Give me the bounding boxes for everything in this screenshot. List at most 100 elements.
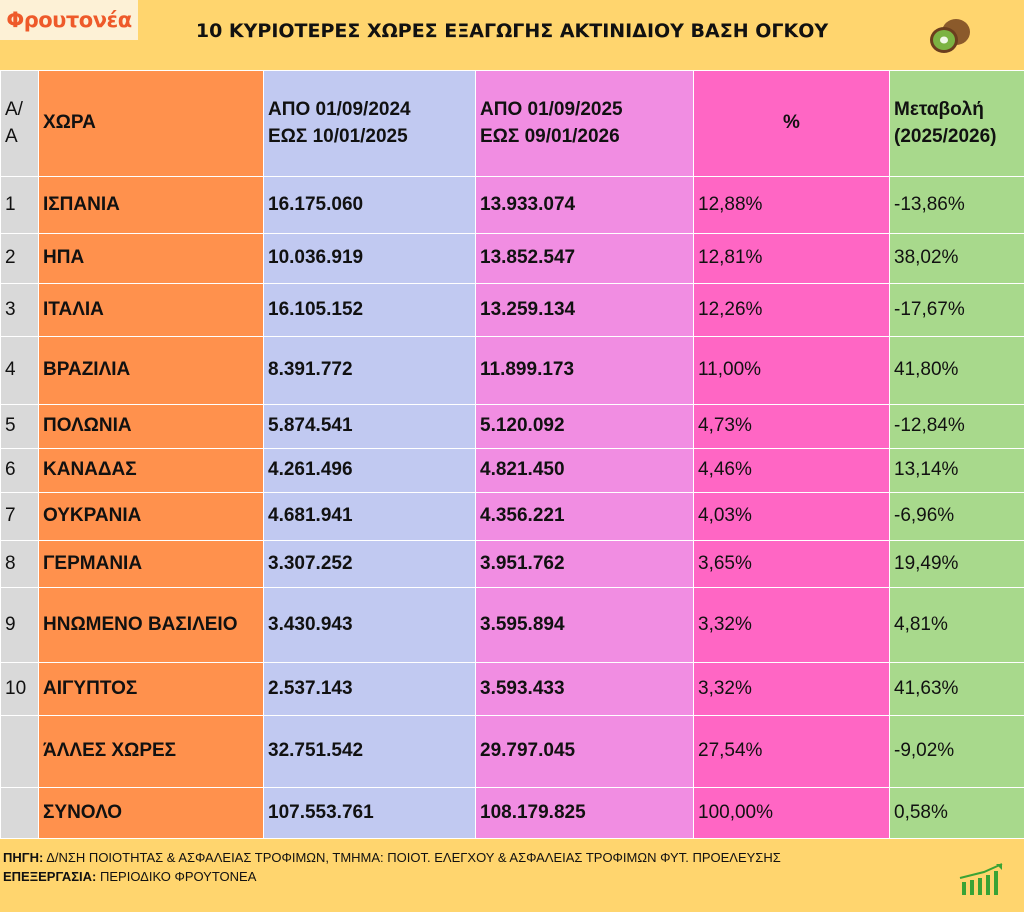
row-volume-2024-25: 8.391.772 (263, 336, 476, 405)
row-volume-2025-26: 3.951.762 (475, 540, 694, 588)
row-volume-2025-26: 4.821.450 (475, 448, 694, 493)
row-change: 19,49% (889, 540, 1024, 588)
header-percent: % (693, 70, 890, 177)
table-row: 8 ΓΕΡΜΑΝΙΑ 3.307.252 3.951.762 3,65% 19,49% (0, 540, 1024, 588)
row-change: -12,84% (889, 404, 1024, 449)
processing-line: ΕΠΕΞΕΡΓΑΣΙΑ: ΠΕΡΙΟΔΙΚΟ ΦΡΟΥΤΟΝΕΑ (3, 867, 781, 886)
header-aa: Α/Α (0, 70, 39, 177)
row-index: 9 (0, 587, 39, 663)
row-share: 27,54% (693, 715, 890, 788)
row-index: 3 (0, 283, 39, 337)
row-country: ΗΠΑ (38, 233, 264, 284)
row-change: -17,67% (889, 283, 1024, 337)
row-country: ΙΣΠΑΝΙΑ (38, 176, 264, 234)
row-index: 2 (0, 233, 39, 284)
table-row: 7 ΟΥΚΡΑΝΙΑ 4.681.941 4.356.221 4,03% -6,96% (0, 492, 1024, 541)
table-header-row: Α/Α ΧΩΡΑ ΑΠΟ 01/09/2024 ΕΩΣ 10/01/2025 ΑΠ… (0, 70, 1024, 177)
row-change: 13,14% (889, 448, 1024, 493)
row-volume-2024-25: 2.537.143 (263, 662, 476, 716)
row-volume-2025-26: 3.595.894 (475, 587, 694, 663)
table-row: 3 ΙΤΑΛΙΑ 16.105.152 13.259.134 12,26% -17,67% (0, 283, 1024, 337)
row-volume-2024-25: 107.553.761 (263, 787, 476, 839)
row-index: 7 (0, 492, 39, 541)
footer: ΠΗΓΗ: Δ/ΝΣΗ ΠΟΙΟΤΗΤΑΣ & ΑΣΦΑΛΕΙΑΣ ΤΡΟΦΙΜ… (3, 848, 781, 886)
row-volume-2025-26: 13.933.074 (475, 176, 694, 234)
header-change-years: (2025/2026) (894, 125, 997, 147)
row-share: 3,32% (693, 662, 890, 716)
table-row: 4 ΒΡΑΖΙΛΙΑ 8.391.772 11.899.173 11,00% 41,80% (0, 336, 1024, 405)
source-text: Δ/ΝΣΗ ΠΟΙΟΤΗΤΑΣ & ΑΣΦΑΛΕΙΑΣ ΤΡΟΦΙΜΩΝ, ΤΜ… (43, 850, 781, 865)
row-change: 4,81% (889, 587, 1024, 663)
row-country: ΟΥΚΡΑΝΙΑ (38, 492, 264, 541)
header-change-label: Μεταβολή (894, 98, 984, 120)
row-change: 0,58% (889, 787, 1024, 839)
logo: Φρουτονέα (0, 0, 138, 40)
row-volume-2025-26: 13.259.134 (475, 283, 694, 337)
source-label: ΠΗΓΗ: (3, 850, 44, 865)
row-volume-2024-25: 10.036.919 (263, 233, 476, 284)
row-index (0, 787, 39, 839)
logo-brand: Φρουτονέα (6, 8, 132, 32)
processing-label: ΕΠΕΞΕΡΓΑΣΙΑ: (3, 869, 97, 884)
header-period-1: ΑΠΟ 01/09/2024 ΕΩΣ 10/01/2025 (263, 70, 476, 177)
row-share: 3,32% (693, 587, 890, 663)
table-row: ΆΛΛΕΣ ΧΩΡΕΣ 32.751.542 29.797.045 27,54% -9,… (0, 715, 1024, 788)
row-volume-2025-26: 5.120.092 (475, 404, 694, 449)
row-index: 8 (0, 540, 39, 588)
row-volume-2025-26: 108.179.825 (475, 787, 694, 839)
row-share: 12,26% (693, 283, 890, 337)
row-index (0, 715, 39, 788)
kiwi-icon (930, 19, 970, 53)
header-period-2: ΑΠΟ 01/09/2025 ΕΩΣ 09/01/2026 (475, 70, 694, 177)
row-volume-2024-25: 4.261.496 (263, 448, 476, 493)
row-share: 4,46% (693, 448, 890, 493)
header-period-2-from: ΑΠΟ 01/09/2025 (480, 98, 623, 120)
row-volume-2024-25: 32.751.542 (263, 715, 476, 788)
row-country: ΓΕΡΜΑΝΙΑ (38, 540, 264, 588)
row-share: 11,00% (693, 336, 890, 405)
row-index: 4 (0, 336, 39, 405)
table-row: 9 ΗΝΩΜΕΝΟ ΒΑΣΙΛΕΙΟ 3.430.943 3.595.894 3,32%… (0, 587, 1024, 663)
row-change: 41,80% (889, 336, 1024, 405)
header-period-2-to: ΕΩΣ 09/01/2026 (480, 125, 620, 147)
row-share: 100,00% (693, 787, 890, 839)
table-row: ΣΥΝΟΛΟ 107.553.761 108.179.825 100,00% 0,58% (0, 787, 1024, 839)
row-change: 38,02% (889, 233, 1024, 284)
page-title: 10 ΚΥΡΙΟΤΕΡΕΣ ΧΩΡΕΣ ΕΞΑΓΩΓΗΣ ΑΚΤΙΝΙΔΙΟΥ … (195, 20, 829, 42)
row-volume-2025-26: 4.356.221 (475, 492, 694, 541)
row-change: -6,96% (889, 492, 1024, 541)
row-share: 12,88% (693, 176, 890, 234)
row-country: ΒΡΑΖΙΛΙΑ (38, 336, 264, 405)
row-change: 41,63% (889, 662, 1024, 716)
header-country: ΧΩΡΑ (38, 70, 264, 177)
header-period-1-from: ΑΠΟ 01/09/2024 (268, 98, 411, 120)
processing-text: ΠΕΡΙΟΔΙΚΟ ΦΡΟΥΤΟΝΕΑ (96, 869, 257, 884)
row-index: 10 (0, 662, 39, 716)
row-country: ΗΝΩΜΕΝΟ ΒΑΣΙΛΕΙΟ (38, 587, 264, 663)
table-row: 6 ΚΑΝΑΔΑΣ 4.261.496 4.821.450 4,46% 13,14% (0, 448, 1024, 493)
table-row: 1 ΙΣΠΑΝΙΑ 16.175.060 13.933.074 12,88% -13,86… (0, 176, 1024, 234)
row-volume-2024-25: 3.430.943 (263, 587, 476, 663)
row-share: 12,81% (693, 233, 890, 284)
row-country: ΠΟΛΩΝΙΑ (38, 404, 264, 449)
row-change: -13,86% (889, 176, 1024, 234)
row-volume-2025-26: 13.852.547 (475, 233, 694, 284)
row-share: 4,03% (693, 492, 890, 541)
row-change: -9,02% (889, 715, 1024, 788)
row-country: ΚΑΝΑΔΑΣ (38, 448, 264, 493)
row-volume-2025-26: 3.593.433 (475, 662, 694, 716)
row-country: ΆΛΛΕΣ ΧΩΡΕΣ (38, 715, 264, 788)
source-line: ΠΗΓΗ: Δ/ΝΣΗ ΠΟΙΟΤΗΤΑΣ & ΑΣΦΑΛΕΙΑΣ ΤΡΟΦΙΜ… (3, 848, 781, 867)
row-country: ΣΥΝΟΛΟ (38, 787, 264, 839)
row-volume-2024-25: 3.307.252 (263, 540, 476, 588)
growth-chart-icon (959, 863, 1003, 895)
row-volume-2024-25: 16.105.152 (263, 283, 476, 337)
table-row: 10 ΑΙΓΥΠΤΟΣ 2.537.143 3.593.433 3,32% 41,63% (0, 662, 1024, 716)
row-volume-2025-26: 11.899.173 (475, 336, 694, 405)
row-volume-2024-25: 16.175.060 (263, 176, 476, 234)
row-share: 4,73% (693, 404, 890, 449)
header-period-1-to: ΕΩΣ 10/01/2025 (268, 125, 408, 147)
table-row: 5 ΠΟΛΩΝΙΑ 5.874.541 5.120.092 4,73% -12,84% (0, 404, 1024, 449)
row-country: ΑΙΓΥΠΤΟΣ (38, 662, 264, 716)
table-row: 2 ΗΠΑ 10.036.919 13.852.547 12,81% 38,02% (0, 233, 1024, 284)
